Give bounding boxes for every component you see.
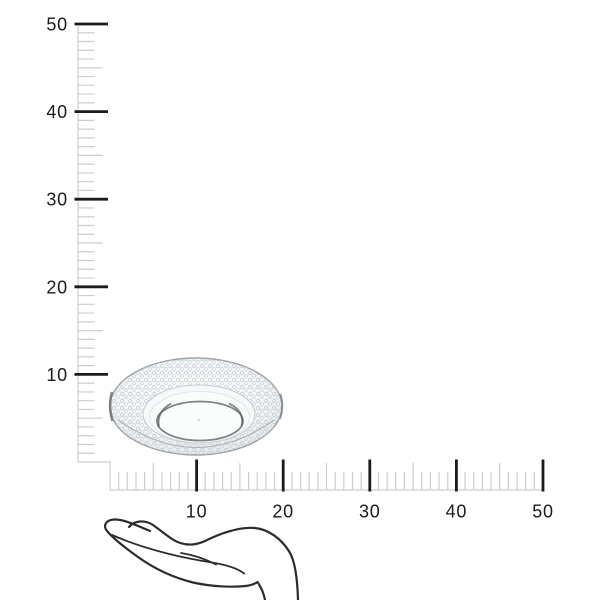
hand-outline-bottom: [104, 518, 267, 600]
horizontal-ruler-label: 50: [532, 502, 554, 522]
vertical-ruler-label: 40: [46, 102, 68, 122]
horizontal-ruler-label: 10: [186, 502, 208, 522]
plate-left-edge-accent: [108, 391, 114, 422]
plate-base-ring-shadow-right: [228, 402, 243, 427]
plate-base-ring-shadow-left: [157, 402, 172, 428]
horizontal-ruler-labels: 10 20 30 40 50: [186, 502, 554, 522]
plate-right-edge-accent: [278, 393, 284, 420]
hand-outline-top: [127, 520, 300, 600]
horizontal-ruler-label: 30: [359, 502, 381, 522]
ruler-zero-corner: [78, 461, 111, 490]
horizontal-ruler: [78, 459, 545, 492]
hand-scale-illustration: [104, 518, 300, 600]
plate-center-dot: [197, 418, 201, 422]
vertical-ruler-labels: 10 20 30 40 50: [46, 15, 68, 385]
vertical-ruler-label: 50: [46, 15, 68, 35]
horizontal-ruler-label: 20: [272, 502, 294, 522]
vertical-ruler-label: 30: [46, 190, 68, 210]
horizontal-ruler-label: 40: [446, 502, 468, 522]
vertical-ruler-label: 20: [46, 277, 68, 297]
hand-palm-crease: [180, 552, 217, 566]
hand-finger-separation-line: [111, 534, 245, 575]
glass-plate-image: [108, 357, 284, 456]
plate-base-ring: [156, 400, 244, 442]
plate-bottom-thickness: [117, 419, 275, 449]
vertical-ruler-label: 10: [46, 365, 68, 385]
vertical-ruler: [74, 22, 108, 462]
